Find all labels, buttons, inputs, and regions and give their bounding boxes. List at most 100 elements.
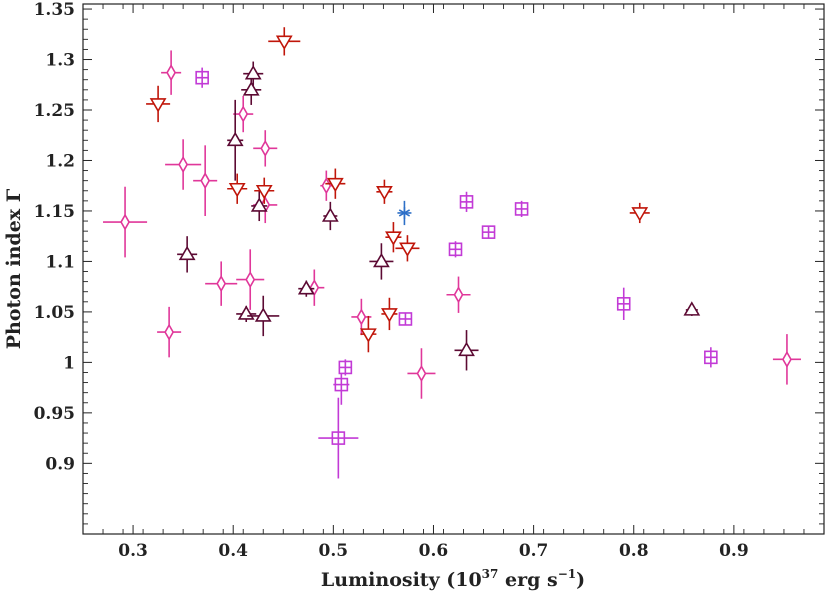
triangle-up-marker bbox=[373, 252, 390, 268]
triangle-down-marker bbox=[359, 328, 377, 343]
triangle-up-marker bbox=[237, 305, 255, 320]
triangle-up-marker bbox=[178, 245, 196, 261]
data-point-diamond bbox=[772, 334, 801, 385]
x-tick-label: 0.7 bbox=[519, 541, 549, 561]
x-tick-label: 0.5 bbox=[319, 541, 349, 561]
x-tick-label: 0.8 bbox=[619, 541, 649, 561]
data-point-triangle-up bbox=[454, 330, 479, 371]
triangle-up-marker bbox=[321, 207, 339, 222]
data-point-triangle-down bbox=[359, 315, 377, 353]
data-point-triangle-up bbox=[247, 295, 280, 337]
x-tick-label: 0.9 bbox=[719, 541, 749, 561]
data-point-triangle-up bbox=[321, 201, 339, 231]
diamond-marker bbox=[238, 105, 249, 123]
data-point-diamond bbox=[157, 306, 182, 358]
data-point-diamond bbox=[205, 261, 238, 306]
triangle-down-marker bbox=[631, 207, 649, 222]
data-point-diamond bbox=[236, 249, 265, 310]
x-tick-label: 0.4 bbox=[218, 541, 248, 561]
data-point-triangle-up bbox=[241, 74, 262, 105]
data-point-triangle-down bbox=[325, 168, 346, 199]
data-point-diamond bbox=[446, 276, 471, 313]
data-point-square bbox=[616, 287, 631, 320]
data-point-square bbox=[195, 67, 209, 88]
triangle-up-marker bbox=[297, 280, 315, 295]
triangle-down-marker bbox=[228, 182, 246, 198]
triangle-down-marker bbox=[399, 242, 416, 257]
data-point-triangle-down bbox=[376, 179, 393, 204]
data-point-square bbox=[459, 191, 474, 212]
triangle-up-marker bbox=[244, 65, 262, 80]
diamond-marker bbox=[200, 172, 211, 190]
data-point-triangle-down bbox=[385, 222, 402, 253]
data-point-square bbox=[514, 200, 529, 218]
data-point-square bbox=[481, 225, 496, 239]
diamond-marker bbox=[216, 275, 227, 293]
y-tick-label: 1.25 bbox=[34, 101, 75, 121]
triangle-down-marker bbox=[149, 98, 167, 113]
triangle-up-marker bbox=[683, 301, 701, 316]
data-point-square bbox=[398, 312, 413, 326]
data-point-diamond bbox=[103, 186, 148, 258]
data-point-diamond bbox=[253, 130, 278, 167]
triangle-down-marker bbox=[376, 185, 393, 201]
data-point-triangle-up bbox=[369, 243, 394, 280]
data-point-diamond bbox=[161, 50, 182, 95]
data-point-triangle-down bbox=[395, 235, 420, 262]
triangle-up-marker bbox=[254, 307, 272, 322]
diamond-marker bbox=[120, 213, 130, 231]
data-point-triangle-up bbox=[297, 280, 315, 297]
y-tick-label: 0.9 bbox=[45, 454, 75, 474]
data-point-triangle-up bbox=[226, 99, 244, 181]
data-point-square bbox=[704, 347, 718, 368]
data-point-triangle-up bbox=[683, 301, 701, 316]
diamond-marker bbox=[260, 139, 271, 157]
y-tick-label: 1.2 bbox=[45, 151, 75, 171]
axis-ticks bbox=[82, 4, 825, 534]
triangle-down-marker bbox=[381, 308, 398, 323]
data-point-square bbox=[318, 397, 359, 479]
triangle-down-marker bbox=[275, 35, 293, 50]
y-tick-label: 1.05 bbox=[34, 303, 75, 323]
diamond-marker bbox=[166, 64, 177, 82]
data-point-square bbox=[338, 359, 353, 376]
data-point-triangle-up bbox=[243, 61, 264, 86]
diamond-marker bbox=[782, 350, 792, 368]
triangle-down-marker bbox=[255, 184, 273, 200]
y-axis-title: Photon index Γ bbox=[3, 188, 25, 349]
data-point-triangle-down bbox=[227, 173, 248, 204]
y-tick-label: 1 bbox=[63, 353, 75, 373]
diamond-marker bbox=[416, 364, 427, 383]
data-point-triangle-down bbox=[254, 177, 275, 204]
data-points bbox=[103, 27, 801, 479]
diamond-marker bbox=[178, 155, 189, 174]
data-point-square bbox=[333, 364, 350, 405]
axis-tick-labels: 0.3 0.4 0.5 0.6 0.7 0.8 0.9 0.9 0.95 1 1.05 1.1 1.15… bbox=[34, 0, 749, 561]
data-point-diamond bbox=[165, 139, 202, 190]
diamond-marker bbox=[453, 286, 464, 304]
plot-frame bbox=[82, 3, 825, 535]
data-point-triangle-down bbox=[381, 297, 398, 331]
triangle-down-marker bbox=[326, 177, 344, 193]
data-point-diamond bbox=[407, 348, 436, 399]
x-tick-label: 0.3 bbox=[118, 541, 148, 561]
y-tick-label: 1.3 bbox=[45, 51, 75, 71]
diamond-marker bbox=[245, 270, 256, 289]
y-tick-label: 0.95 bbox=[34, 404, 75, 424]
triangle-up-marker bbox=[242, 81, 260, 96]
data-point-diamond bbox=[320, 170, 333, 201]
data-point-square bbox=[448, 241, 463, 258]
x-tick-label: 0.6 bbox=[419, 541, 449, 561]
triangle-down-marker bbox=[385, 231, 402, 246]
data-point-diamond bbox=[193, 145, 218, 216]
data-point-triangle-up bbox=[236, 305, 257, 322]
asterisk-marker-stroke bbox=[398, 209, 411, 217]
data-point-triangle-up bbox=[250, 190, 268, 222]
data-point-triangle-up bbox=[177, 236, 198, 273]
triangle-up-marker bbox=[458, 341, 475, 357]
y-tick-label: 1.15 bbox=[34, 202, 75, 222]
y-tick-label: 1.1 bbox=[45, 252, 75, 272]
data-point-triangle-down bbox=[146, 85, 171, 123]
data-point-triangle-down bbox=[629, 202, 650, 224]
